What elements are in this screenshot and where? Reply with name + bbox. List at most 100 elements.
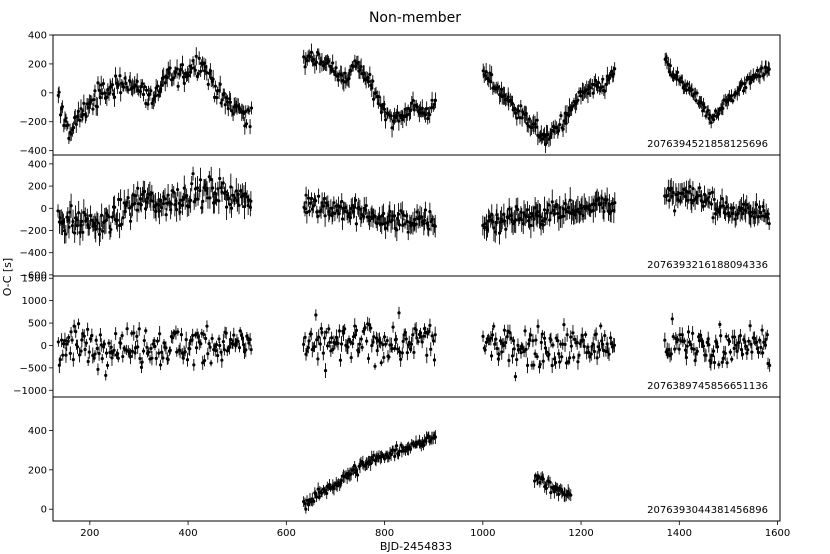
data-point <box>112 95 117 99</box>
data-point <box>238 329 242 333</box>
data-point <box>58 358 62 362</box>
data-point <box>82 101 86 105</box>
data-point <box>320 330 324 335</box>
data-point <box>532 363 536 367</box>
data-point <box>582 344 586 349</box>
data-point <box>706 337 710 341</box>
data-point <box>699 100 703 105</box>
data-point <box>728 214 732 218</box>
data-point <box>603 89 607 93</box>
data-point <box>733 335 737 339</box>
data-point <box>61 353 65 357</box>
data-point <box>746 348 750 352</box>
data-point <box>340 217 345 221</box>
data-point <box>359 337 363 341</box>
data-point <box>382 107 387 111</box>
data-point <box>304 507 308 511</box>
data-point <box>192 363 196 367</box>
data-point <box>189 198 193 202</box>
data-point <box>323 368 328 373</box>
data-point <box>317 194 321 198</box>
data-point <box>249 199 253 203</box>
data-point <box>208 345 212 349</box>
data-point <box>677 347 681 351</box>
panel-frame <box>52 34 781 156</box>
data-point <box>79 107 83 111</box>
data-point <box>100 357 104 361</box>
data-point <box>570 105 574 109</box>
data-point <box>304 193 308 197</box>
data-point <box>136 345 140 349</box>
data-point <box>708 113 712 117</box>
data-point <box>400 211 404 215</box>
data-point <box>138 356 142 361</box>
data-point <box>500 350 504 354</box>
data-point <box>95 346 99 351</box>
data-point <box>122 201 126 205</box>
data-point <box>519 104 523 108</box>
data-point <box>407 340 411 344</box>
data-point <box>408 447 412 451</box>
data-point <box>185 194 189 198</box>
data-point <box>513 375 518 379</box>
data-point <box>176 330 180 334</box>
data-point <box>169 208 173 212</box>
data-point <box>244 109 248 114</box>
data-point <box>765 70 769 74</box>
data-point <box>201 199 205 203</box>
data-point <box>759 210 763 215</box>
data-point <box>221 340 225 344</box>
data-point <box>389 453 393 457</box>
data-point <box>244 348 248 352</box>
data-point <box>109 85 113 89</box>
y-axis-label: O-C [s] <box>1 258 14 296</box>
data-point <box>383 457 387 461</box>
data-point <box>413 217 417 222</box>
data-point <box>90 333 94 338</box>
data-point <box>358 342 362 346</box>
data-point <box>492 324 496 328</box>
data-point <box>683 83 687 88</box>
data-point <box>210 336 214 341</box>
data-point <box>190 182 194 186</box>
data-point <box>759 345 763 350</box>
data-point <box>687 340 691 344</box>
data-point <box>213 84 217 88</box>
data-point <box>511 339 516 343</box>
data-point <box>321 351 325 355</box>
data-point <box>368 72 372 77</box>
data-point <box>193 68 197 72</box>
data-point <box>118 74 122 78</box>
y-tick-label: 500 <box>28 319 47 330</box>
data-point <box>162 75 166 79</box>
data-point <box>237 203 241 207</box>
data-point <box>549 211 553 215</box>
data-point <box>359 65 363 69</box>
data-point <box>425 106 429 111</box>
data-point <box>731 99 735 103</box>
data-point <box>489 336 493 340</box>
data-point <box>56 209 60 213</box>
data-point <box>178 210 182 214</box>
data-point <box>383 342 388 346</box>
data-point <box>536 210 540 214</box>
data-point <box>547 352 551 356</box>
data-point <box>684 88 689 92</box>
data-point <box>549 491 553 495</box>
data-point <box>506 216 510 220</box>
data-point <box>433 333 437 337</box>
data-point <box>303 65 307 69</box>
data-point <box>333 211 337 215</box>
data-point <box>750 350 754 354</box>
data-point <box>360 345 364 349</box>
data-point <box>397 311 401 315</box>
data-point <box>760 214 764 218</box>
data-point <box>124 203 128 207</box>
data-point <box>366 80 371 84</box>
data-point <box>113 74 118 78</box>
data-point <box>66 339 70 343</box>
data-point <box>145 345 149 349</box>
data-point <box>325 491 329 495</box>
y-tick-label: 400 <box>28 426 47 437</box>
